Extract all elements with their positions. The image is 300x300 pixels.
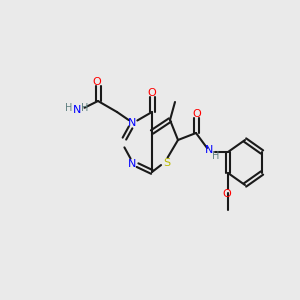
Text: H: H bbox=[212, 151, 220, 161]
Text: N: N bbox=[128, 159, 136, 169]
Text: S: S bbox=[164, 158, 171, 168]
Text: N: N bbox=[73, 105, 81, 115]
Text: O: O bbox=[193, 109, 201, 119]
Text: O: O bbox=[148, 88, 156, 98]
Text: N: N bbox=[128, 118, 136, 128]
Text: H: H bbox=[65, 103, 73, 113]
Text: H: H bbox=[81, 103, 89, 113]
Text: N: N bbox=[205, 145, 213, 155]
Text: O: O bbox=[223, 189, 231, 199]
Text: O: O bbox=[93, 77, 101, 87]
